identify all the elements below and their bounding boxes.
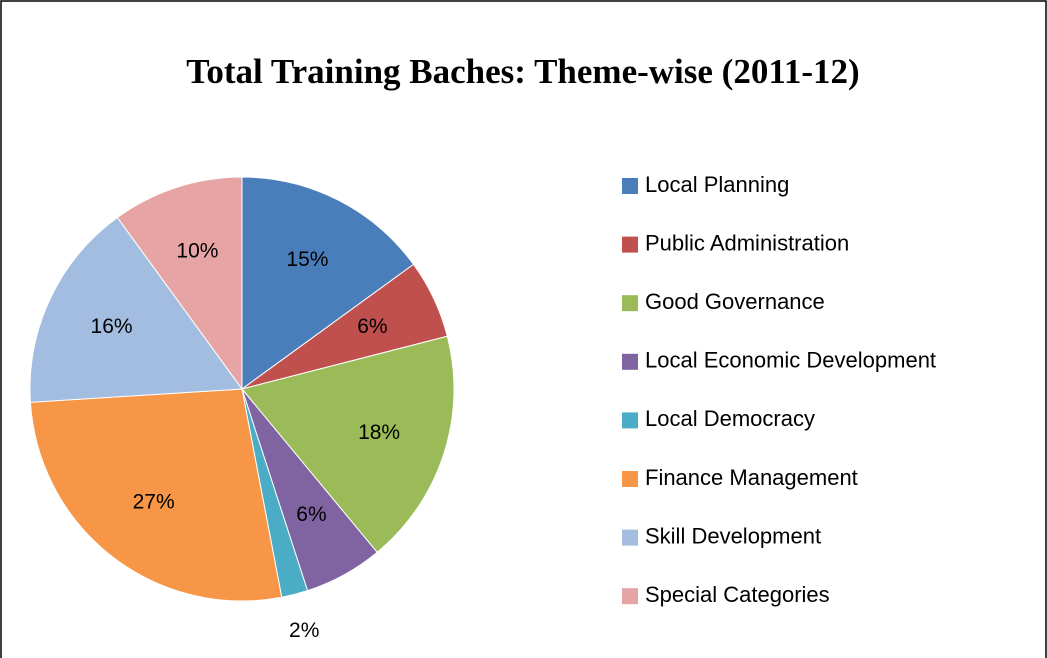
legend-label: Public Administration: [645, 230, 849, 255]
pie-slice: [241, 176, 415, 390]
legend-label: Local Planning: [645, 172, 789, 197]
data-label: 10%: [176, 239, 218, 262]
legend-swatch: [622, 353, 638, 370]
data-label: 15%: [286, 248, 328, 271]
chart-title: Total Training Baches: Theme-wise (2011-…: [186, 52, 859, 91]
data-label: 6%: [357, 315, 387, 338]
legend-swatch: [622, 236, 638, 253]
data-label: 6%: [296, 503, 326, 526]
data-label: 18%: [358, 421, 400, 444]
legend-swatch: [622, 295, 638, 312]
legend-swatch: [622, 471, 638, 487]
legend-label: Finance Management: [645, 465, 858, 490]
legend-swatch: [622, 529, 638, 546]
legend-label: Special Categories: [645, 582, 830, 607]
legend-label: Local Economic Development: [645, 348, 936, 373]
pie-slice: [29, 216, 243, 403]
legend-swatch: [622, 412, 638, 429]
legend-label: Good Governance: [645, 289, 825, 314]
legend-label: Skill Development: [645, 523, 821, 548]
pie-slice: [116, 176, 243, 391]
legend-label: Local Democracy: [645, 406, 815, 431]
data-label: 16%: [91, 315, 133, 338]
legend-swatch: [622, 178, 638, 194]
legend-swatch: [622, 588, 638, 605]
data-label: 27%: [133, 490, 175, 513]
pie-slice: [241, 335, 455, 554]
pie-slice: [29, 388, 283, 602]
data-label: 2%: [289, 619, 319, 642]
